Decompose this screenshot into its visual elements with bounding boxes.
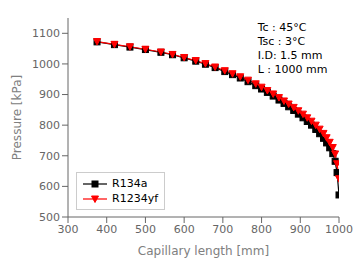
svg-text:900: 900	[290, 223, 311, 236]
svg-text:900: 900	[39, 88, 60, 101]
svg-text:300: 300	[58, 223, 79, 236]
svg-text:800: 800	[251, 223, 272, 236]
svg-text:1100: 1100	[32, 27, 60, 40]
html-text:L : 1000 mm: L : 1000 mm	[257, 63, 328, 76]
html-text:Tsc : 3°C: Tsc : 3°C	[257, 35, 306, 48]
svg-text:1000: 1000	[325, 223, 353, 236]
html-text:Tc : 45°C: Tc : 45°C	[257, 21, 307, 34]
html-text:R1234yf: R1234yf	[112, 192, 158, 205]
svg-text:400: 400	[96, 223, 117, 236]
html-text:I.D: 1.5 mm: I.D: 1.5 mm	[257, 49, 323, 62]
html-text:R134a: R134a	[112, 177, 148, 190]
svg-text:700: 700	[212, 223, 233, 236]
svg-text:700: 700	[39, 150, 60, 163]
svg-text:Pressure [kPa]: Pressure [kPa]	[10, 75, 24, 160]
svg-text:500: 500	[39, 211, 60, 224]
svg-text:600: 600	[39, 180, 60, 193]
svg-text:800: 800	[39, 119, 60, 132]
svg-text:600: 600	[174, 223, 195, 236]
svg-text:1000: 1000	[32, 58, 60, 71]
svg-text:500: 500	[135, 223, 156, 236]
svg-text:Capillary length [mm]: Capillary length [mm]	[138, 244, 269, 258]
